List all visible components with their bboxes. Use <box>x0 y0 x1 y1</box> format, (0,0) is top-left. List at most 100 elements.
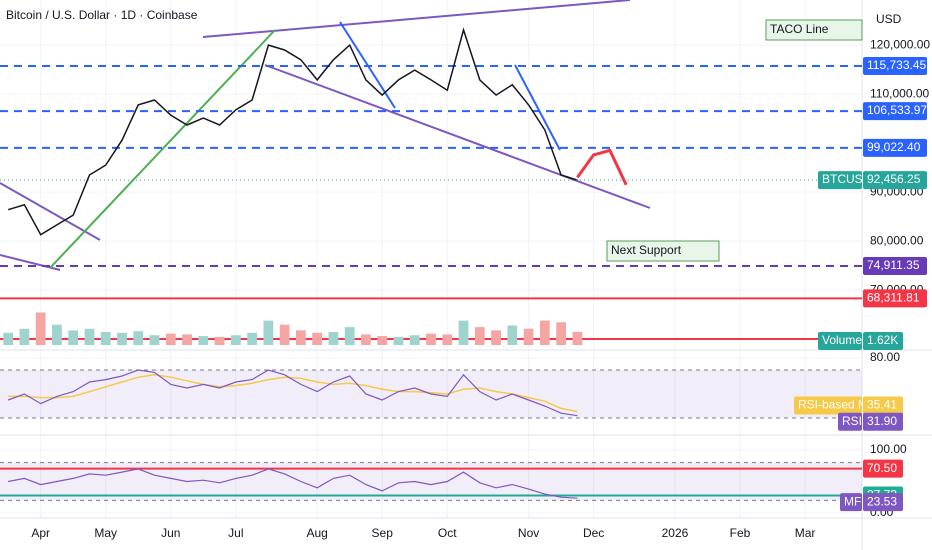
price-tag-label: 106,533.97 <box>867 103 927 117</box>
y-tick-label: 80,000.00 <box>870 233 924 247</box>
price-tag-label: RSI-based MA <box>798 398 876 412</box>
price-tag <box>863 396 903 415</box>
projection-line <box>576 148 628 186</box>
x-tick-label: Sep <box>372 526 394 540</box>
y-tick-label: 80.00 <box>870 350 900 364</box>
currency: USD <box>876 12 902 26</box>
price-tag <box>863 171 927 190</box>
y-tick-label: 110,000.00 <box>870 86 929 100</box>
volume-bar <box>214 336 225 345</box>
price-tag <box>863 257 927 276</box>
price-tag <box>818 332 862 350</box>
volume-bar <box>377 336 388 345</box>
price-tag-label: 68,311.81 <box>867 291 920 305</box>
volume-bar <box>3 332 14 345</box>
price-tag-label: 92,456.25 <box>867 172 921 186</box>
volume-bar <box>442 334 453 345</box>
volume-bar <box>182 334 192 345</box>
x-tick-label: Jun <box>161 526 180 540</box>
price-tag-label: 115,733.45 <box>867 58 926 72</box>
price-tag-label: 70.50 <box>867 461 897 475</box>
price-tag <box>863 138 927 157</box>
price-tag <box>863 332 903 350</box>
price-tag-label: RSI <box>842 414 862 428</box>
volume-bar <box>556 322 566 345</box>
volume-bar <box>507 325 518 345</box>
price-tag <box>840 493 862 512</box>
y-tick-label: 120,000.00 <box>870 37 930 51</box>
price-tag <box>863 493 903 512</box>
price-tag-label: 23.53 <box>867 494 897 508</box>
volume-bar <box>491 330 501 345</box>
volume-bar <box>117 332 127 345</box>
x-tick-label: Jul <box>228 526 243 540</box>
price-tag <box>863 56 927 75</box>
chart-title: Bitcoin / U.S. Dollar · 1D · Coinbase <box>6 8 198 22</box>
rsi-ma-line <box>8 374 578 413</box>
trend-line <box>49 29 276 269</box>
volume-bar <box>19 328 30 345</box>
x-tick-label: Nov <box>518 526 539 540</box>
volume-bar <box>328 332 339 345</box>
price-tag <box>863 412 903 431</box>
volume-bar <box>198 336 209 345</box>
trend-line <box>264 64 651 209</box>
price-tag-label: 1.62K <box>867 333 898 347</box>
price-tag <box>838 412 862 431</box>
volume-bar <box>84 328 95 345</box>
price-tag <box>863 459 903 478</box>
trend-line <box>514 64 561 151</box>
volume-bar <box>149 335 160 345</box>
price-tag-label: 35.41 <box>867 398 897 412</box>
price-tag <box>863 102 927 121</box>
x-tick-label: Aug <box>306 526 327 540</box>
volume-bar <box>35 312 46 345</box>
volume-bar <box>165 333 176 345</box>
marks <box>0 27 862 501</box>
price-tag <box>794 396 862 415</box>
x-tick-label: Feb <box>730 526 751 540</box>
volume-bar <box>52 324 62 345</box>
x-tick-label: Apr <box>31 526 50 540</box>
volume-bar <box>279 324 290 345</box>
x-tick-label: May <box>94 526 117 540</box>
volume-bar <box>100 332 111 345</box>
trend-line <box>0 182 101 241</box>
volume-bar <box>133 331 144 345</box>
volume-bar <box>312 332 323 345</box>
rsi-line <box>7 369 578 417</box>
price-tag-label: 31.90 <box>867 414 897 428</box>
price-tag-label: BTCUSD <box>822 172 872 186</box>
volume-bar <box>263 320 274 345</box>
annotation: Next Support <box>611 243 682 257</box>
annotation-box <box>765 19 863 41</box>
grid <box>0 0 862 518</box>
price-tag <box>818 171 862 190</box>
labels: 120,000.00110,000.0090,000.0080,000.0070… <box>31 37 930 540</box>
volume-bar <box>247 332 257 345</box>
price-tag-label: 99,022.40 <box>867 140 921 154</box>
annotation-box <box>606 240 720 262</box>
volume-bar <box>572 331 583 345</box>
x-tick-label: Dec <box>583 526 604 540</box>
mf-line <box>7 468 578 499</box>
price-tag-label: 74,911.35 <box>867 258 920 272</box>
x-tick-label: Mar <box>795 526 816 540</box>
x-tick-label: Oct <box>438 526 457 540</box>
volume-bar <box>296 330 306 345</box>
volume-bar <box>426 333 436 345</box>
volume-bar <box>344 327 355 345</box>
y-tick-label: 100.00 <box>870 442 907 456</box>
volume-bar <box>68 330 79 345</box>
annotation: TACO Line <box>770 22 829 36</box>
volume-bar <box>474 327 485 345</box>
volume-bar <box>409 335 420 345</box>
volume-bar <box>393 336 404 345</box>
volume-bar <box>458 320 469 345</box>
volume-bar <box>361 334 371 345</box>
price-line <box>7 27 578 236</box>
x-tick-label: 2026 <box>662 526 689 540</box>
volume-bar <box>523 328 534 345</box>
